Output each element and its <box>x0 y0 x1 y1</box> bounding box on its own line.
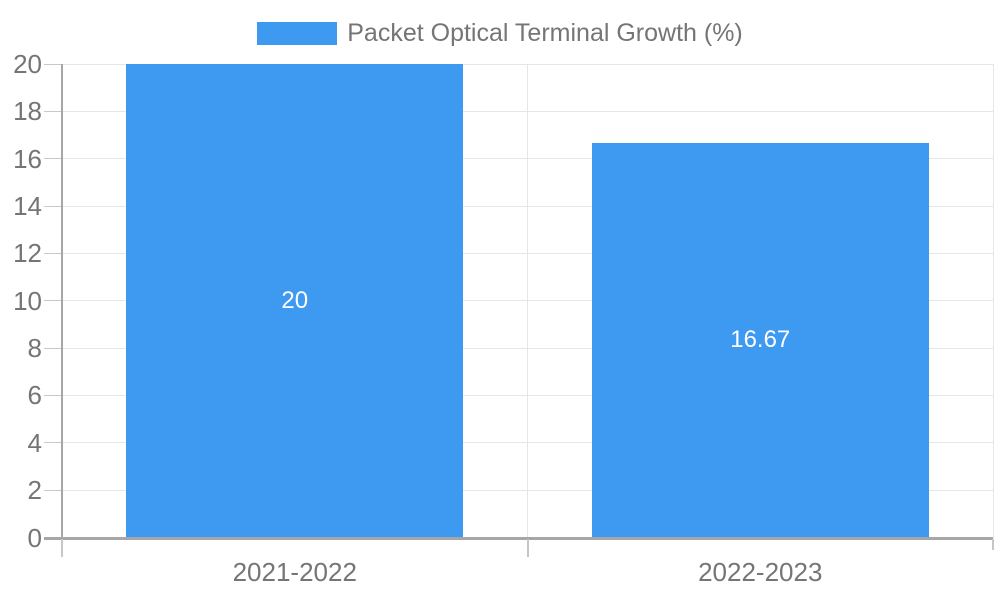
y-axis-tick-label: 6 <box>27 380 42 411</box>
y-axis-tick-label: 8 <box>27 333 42 364</box>
y-axis-tick-label: 18 <box>13 96 42 127</box>
y-axis-tick-label: 12 <box>13 238 42 269</box>
y-tick-mark <box>44 205 62 207</box>
y-tick-mark <box>44 252 62 254</box>
x-tick-mark <box>61 539 63 557</box>
y-tick-mark <box>44 442 62 444</box>
y-tick-mark <box>44 110 62 112</box>
legend-swatch <box>257 21 338 45</box>
x-axis-line <box>44 536 993 540</box>
y-tick-mark <box>44 300 62 302</box>
y-axis-line <box>61 64 63 538</box>
category-boundary-gridline <box>527 64 528 538</box>
y-axis-tick-label: 20 <box>13 49 42 79</box>
y-tick-mark <box>44 394 62 396</box>
y-axis-tick-label: 16 <box>13 143 42 174</box>
legend: Packet Optical Terminal Growth (%) <box>0 19 1000 47</box>
y-axis-tick-label: 10 <box>13 285 42 316</box>
y-axis-tick-label: 14 <box>13 191 42 222</box>
y-axis-tick-label: 2 <box>27 475 42 506</box>
category-boundary-gridline <box>992 64 994 538</box>
x-axis-category-label: 2021-2022 <box>232 557 357 587</box>
x-tick-mark <box>992 539 994 550</box>
y-axis-tick-label: 0 <box>27 522 42 553</box>
bar-value-label: 16.67 <box>730 326 791 354</box>
x-tick-mark <box>526 539 529 557</box>
y-tick-mark <box>44 347 62 349</box>
bar <box>591 142 929 538</box>
bar-value-label: 20 <box>281 286 309 314</box>
bar <box>126 64 464 538</box>
y-axis-tick-label: 4 <box>27 427 42 458</box>
y-tick-mark <box>44 489 62 491</box>
y-tick-mark <box>44 158 62 160</box>
y-tick-mark <box>44 63 62 65</box>
legend-label: Packet Optical Terminal Growth (%) <box>347 18 743 47</box>
x-axis-category-label: 2022-2023 <box>698 557 823 587</box>
